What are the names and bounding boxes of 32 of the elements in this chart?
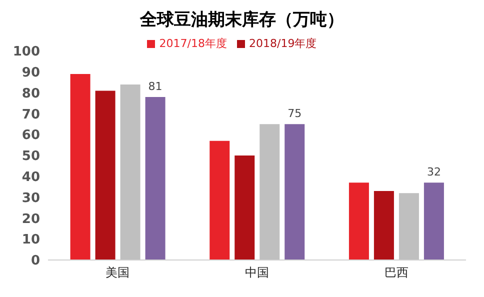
bar xyxy=(234,156,255,260)
y-tick-label: 20 xyxy=(22,212,40,227)
legend-label: 2017/18年度 xyxy=(159,37,227,50)
y-tick-label: 90 xyxy=(22,66,40,81)
chart-title: 全球豆油期末库存（万吨） xyxy=(138,9,345,32)
bar xyxy=(95,90,116,260)
bar xyxy=(398,193,419,260)
bar xyxy=(374,191,394,260)
bar xyxy=(260,124,280,260)
annotation: 32 xyxy=(426,166,441,179)
legend-label: 2018/19年度 xyxy=(249,37,317,50)
y-tick-label: 50 xyxy=(22,149,40,164)
bar xyxy=(70,74,90,260)
bar xyxy=(210,140,230,260)
bar xyxy=(348,182,369,260)
bar xyxy=(145,96,166,260)
x-tick-label: 中国 xyxy=(245,266,269,280)
y-tick-label: 70 xyxy=(22,107,40,122)
bar xyxy=(424,182,444,260)
bar xyxy=(284,124,305,260)
x-tick-label: 巴西 xyxy=(384,266,408,280)
bar xyxy=(120,84,140,260)
y-tick-label: 60 xyxy=(22,128,40,144)
y-tick-label: 80 xyxy=(22,86,40,102)
y-tick-label: 0 xyxy=(30,254,40,269)
y-tick-label: 10 xyxy=(22,232,40,248)
annotation: 75 xyxy=(288,107,302,120)
y-tick-label: 30 xyxy=(22,190,40,206)
y-tick-label: 100 xyxy=(12,44,40,60)
x-tick-label: 美国 xyxy=(106,266,130,280)
y-tick-label: 40 xyxy=(22,170,40,186)
annotation: 81 xyxy=(148,80,162,93)
